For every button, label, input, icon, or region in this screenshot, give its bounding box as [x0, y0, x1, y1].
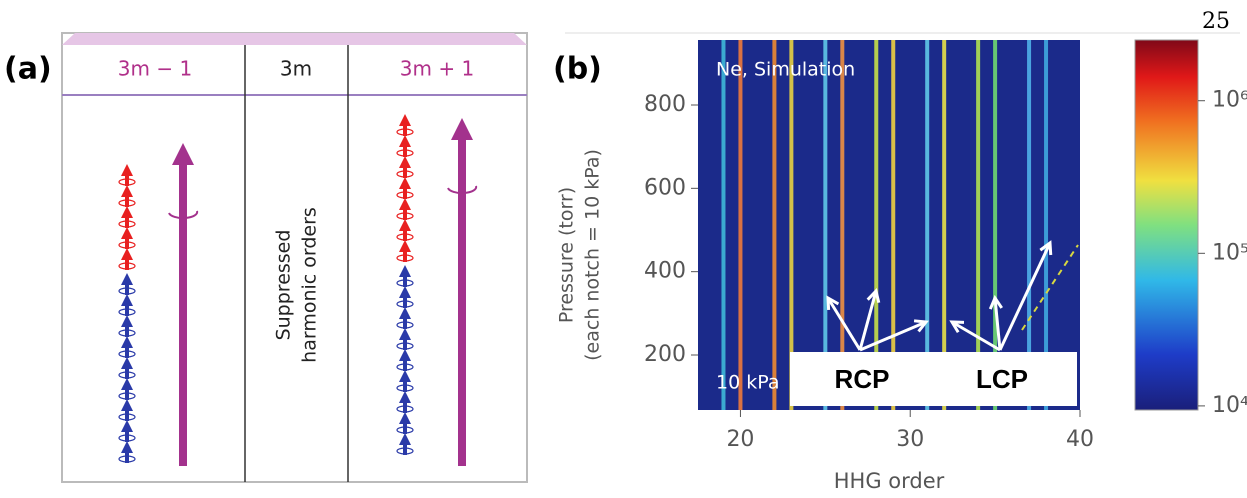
- photon-head: [121, 273, 133, 285]
- photon-head: [399, 198, 411, 210]
- photon-head: [121, 441, 133, 453]
- pointer: [993, 297, 1002, 351]
- photon-head: [121, 357, 133, 369]
- harmonic-line: [1027, 40, 1032, 410]
- photon-head: [399, 265, 411, 277]
- harmonic-line: [925, 40, 930, 410]
- panel-label: (a): [4, 52, 52, 87]
- photon-head: [399, 307, 411, 319]
- photon-head: [399, 370, 411, 382]
- harmonic-line: [874, 40, 879, 410]
- middle-text: Suppressed: [273, 230, 295, 341]
- harmonic-line: [942, 40, 947, 410]
- photon-head: [121, 399, 133, 411]
- pointer-head: [949, 320, 965, 334]
- photon-head: [121, 336, 133, 348]
- photon-head: [399, 433, 411, 445]
- spin-ring: [118, 455, 136, 463]
- photon-head: [399, 114, 411, 126]
- frame: [61, 32, 528, 483]
- x-tick-label: 40: [1066, 427, 1094, 452]
- photon-head: [399, 286, 411, 298]
- pointer-head: [1039, 240, 1053, 256]
- annotation: 10 kPa: [716, 372, 779, 394]
- pointer: [859, 320, 927, 352]
- harmonic-line: [1044, 40, 1049, 410]
- annotation: Ne, Simulation: [716, 59, 855, 81]
- harmonic-line: [823, 40, 828, 410]
- x-axis-label: HHG order: [834, 469, 945, 493]
- photon-head: [399, 156, 411, 168]
- pointer-head: [913, 319, 929, 333]
- pointer-head: [826, 295, 840, 311]
- harmonic-line: [789, 40, 794, 410]
- y-axis-label-line: Pressure (torr): [556, 187, 578, 323]
- plot-background: [698, 40, 1080, 410]
- photon-head: [399, 391, 411, 403]
- harmonic-line: [976, 40, 981, 410]
- page-number: 25: [1202, 9, 1230, 34]
- photon-head: [121, 420, 133, 432]
- dashed-guide: [1021, 244, 1079, 331]
- photon-head: [399, 328, 411, 340]
- column-header: 3m + 1: [400, 57, 474, 81]
- photon-head: [121, 378, 133, 390]
- photon-head: [399, 219, 411, 231]
- rotation: [447, 185, 478, 195]
- panel-a: 3m − 1 3m 3m + 1 Suppressed harmonic ord…: [61, 32, 528, 483]
- colorbar: [1134, 39, 1199, 411]
- photon-head: [121, 248, 133, 260]
- y-tick-label: 600: [644, 175, 686, 200]
- photon-head: [121, 315, 133, 327]
- pointer-head: [866, 287, 881, 304]
- field-head: [172, 143, 194, 165]
- field-head: [451, 118, 473, 140]
- panel-label: (b): [553, 52, 602, 87]
- panel-b: Ne, Simulation 10 kPa RCP LCP 20 30 40 200 400 60…: [556, 39, 1247, 493]
- y-axis-label-line: (each notch = 10 kPa): [582, 149, 604, 361]
- photon-head: [399, 177, 411, 189]
- spin-ring: [118, 262, 136, 270]
- harmonic-line: [993, 40, 998, 410]
- middle-text: harmonic orders: [299, 207, 321, 363]
- y-tick-label: 200: [644, 342, 686, 367]
- harmonic-line: [891, 40, 896, 410]
- y-tick-label: 400: [644, 259, 686, 284]
- photon-head: [121, 294, 133, 306]
- colorbar-tick-label: 10⁶: [1212, 88, 1247, 113]
- pointer: [951, 320, 1001, 352]
- photon-head: [399, 412, 411, 424]
- photon-head: [121, 227, 133, 239]
- colorbar-tick-label: 10⁵: [1212, 240, 1247, 265]
- colorbar-tick-label: 10⁴: [1212, 393, 1247, 418]
- pointer: [998, 242, 1052, 351]
- photon-head: [121, 206, 133, 218]
- pointer-head: [988, 294, 1003, 310]
- top-band: [62, 33, 527, 45]
- rotation: [168, 210, 199, 220]
- harmonic-line: [840, 40, 845, 410]
- annotation: RCP: [835, 364, 890, 394]
- y-tick-label: 800: [644, 92, 686, 117]
- column-header: 3m − 1: [118, 57, 192, 81]
- pointer: [858, 290, 878, 351]
- photon-head: [399, 349, 411, 361]
- x-tick-label: 30: [896, 427, 924, 452]
- photon-head: [121, 164, 133, 176]
- harmonic-line: [772, 40, 777, 410]
- column-header: 3m: [280, 57, 312, 81]
- photon-head: [399, 240, 411, 252]
- harmonic-line: [738, 40, 743, 410]
- y-axis-label: Pressure (torr) (each notch = 10 kPa): [556, 149, 604, 361]
- spin-ring: [396, 254, 414, 262]
- harmonic-line: [721, 40, 726, 410]
- x-tick-label: 20: [726, 427, 754, 452]
- label-box: [790, 352, 1077, 406]
- photon-head: [121, 185, 133, 197]
- annotation: LCP: [976, 364, 1028, 394]
- pointer: [826, 297, 862, 351]
- photon-head: [399, 135, 411, 147]
- spin-ring: [396, 447, 414, 455]
